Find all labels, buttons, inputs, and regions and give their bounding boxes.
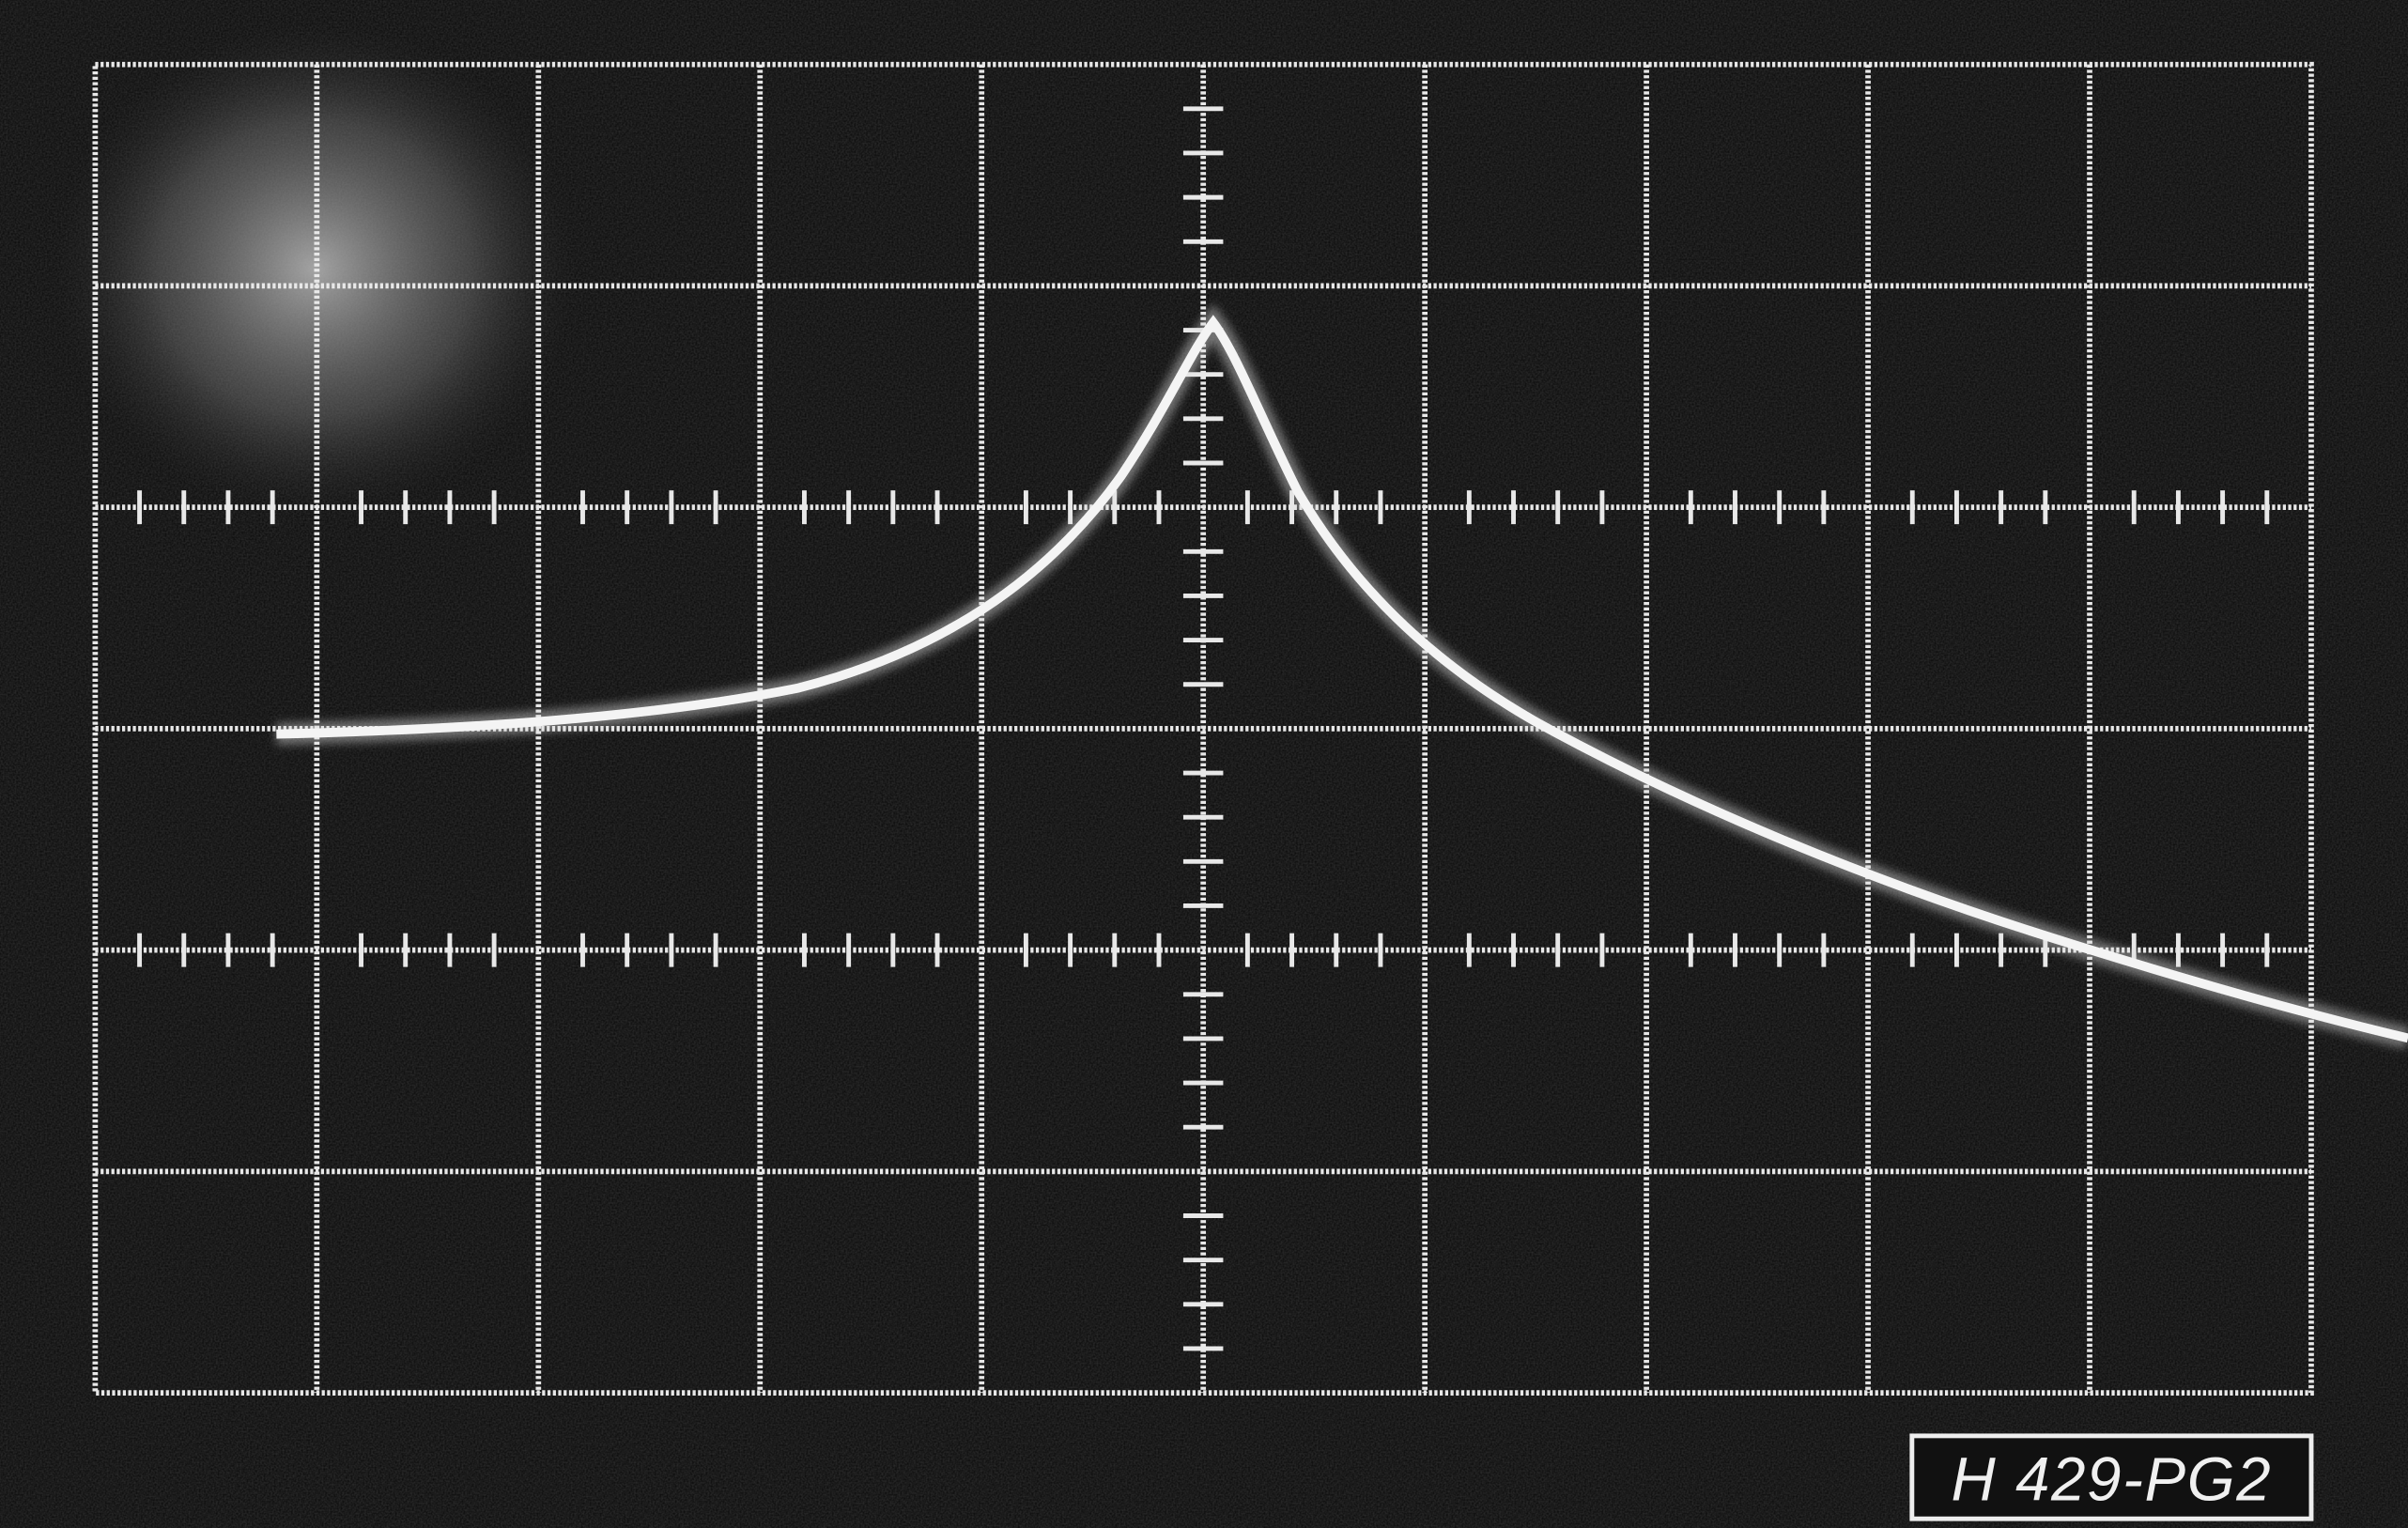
photo-label: H 429-PG2 xyxy=(1951,1445,2272,1514)
oscilloscope-photo: H 429-PG2 xyxy=(0,0,2408,1528)
